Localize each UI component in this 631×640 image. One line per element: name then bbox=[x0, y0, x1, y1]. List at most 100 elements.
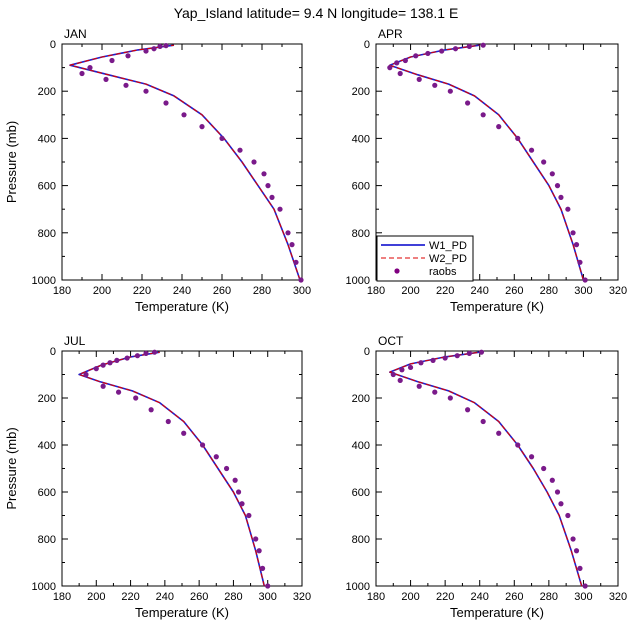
x-tick-label: 200 bbox=[93, 285, 111, 297]
raobs-point bbox=[447, 395, 453, 401]
raobs-point bbox=[107, 360, 113, 366]
raobs-point bbox=[237, 147, 243, 153]
raobs-point bbox=[480, 112, 486, 118]
raobs-point bbox=[478, 349, 485, 355]
x-tick-label: 240 bbox=[173, 285, 191, 297]
raobs-point bbox=[163, 43, 169, 49]
raobs-point bbox=[515, 135, 521, 141]
raobs-point bbox=[416, 383, 422, 389]
raobs-point bbox=[480, 42, 486, 48]
raobs-point bbox=[157, 43, 163, 49]
raobs-point bbox=[577, 565, 583, 571]
raobs-point bbox=[100, 383, 106, 389]
x-tick-label: 280 bbox=[540, 591, 558, 603]
y-tick-label: 1000 bbox=[346, 275, 370, 287]
raobs-point bbox=[143, 88, 149, 94]
raobs-point bbox=[430, 357, 436, 363]
x-tick-label: 200 bbox=[87, 591, 105, 603]
legend-entry-raobs: raobs bbox=[394, 266, 457, 278]
y-tick-label: 1000 bbox=[346, 581, 370, 593]
raobs-point bbox=[549, 477, 555, 483]
figure-title: Yap_Island latitude= 9.4 N longitude= 13… bbox=[174, 5, 459, 21]
raobs-point bbox=[115, 389, 122, 395]
raobs-point bbox=[397, 70, 403, 77]
x-tick-label: 320 bbox=[609, 285, 627, 297]
raobs-point bbox=[298, 277, 304, 283]
w2-pd-line bbox=[389, 351, 583, 587]
raobs-point bbox=[528, 147, 535, 153]
raobs-point bbox=[93, 366, 99, 372]
raobs-point bbox=[418, 360, 424, 366]
raobs-point bbox=[87, 65, 93, 71]
x-tick-label: 180 bbox=[367, 591, 385, 603]
x-axis-label: Temperature (K) bbox=[135, 299, 229, 314]
raobs-point bbox=[387, 65, 393, 71]
x-axis-label: Temperature (K) bbox=[135, 605, 229, 620]
raobs-point bbox=[251, 159, 257, 165]
raobs-point bbox=[219, 135, 225, 141]
y-tick-label: 0 bbox=[364, 39, 370, 51]
raobs-point bbox=[151, 349, 158, 355]
raobs-point bbox=[558, 194, 564, 200]
y-tick-label: 800 bbox=[38, 228, 56, 240]
x-tick-label: 280 bbox=[540, 285, 558, 297]
raobs-point bbox=[124, 355, 130, 361]
y-tick-label: 600 bbox=[38, 181, 56, 193]
raobs-point bbox=[256, 548, 262, 554]
y-tick-label: 1000 bbox=[32, 275, 56, 287]
raobs-point bbox=[402, 57, 408, 64]
x-tick-label: 180 bbox=[367, 285, 385, 297]
y-tick-label: 800 bbox=[352, 228, 370, 240]
raobs-point bbox=[199, 124, 205, 130]
y-axis-label: Pressure (mb) bbox=[4, 427, 19, 509]
raobs-point bbox=[582, 277, 588, 283]
raobs-point bbox=[452, 46, 459, 52]
raobs-point bbox=[123, 82, 129, 88]
y-tick-label: 400 bbox=[352, 133, 370, 145]
raobs-point bbox=[163, 100, 169, 106]
y-tick-label: 0 bbox=[50, 39, 56, 51]
x-tick-label: 260 bbox=[505, 591, 523, 603]
raobs-point bbox=[265, 183, 271, 189]
raobs-point bbox=[134, 353, 141, 359]
raobs-point bbox=[480, 418, 486, 425]
legend-marker bbox=[394, 268, 400, 274]
raobs-point bbox=[447, 88, 453, 94]
raobs-point bbox=[466, 43, 472, 49]
raobs-point bbox=[413, 53, 419, 59]
plot-frame bbox=[375, 350, 619, 587]
raobs-point bbox=[442, 355, 448, 361]
y-tick-label: 1000 bbox=[32, 581, 56, 593]
x-tick-label: 220 bbox=[133, 285, 151, 297]
y-tick-label: 400 bbox=[38, 133, 56, 145]
w1-pd-line bbox=[78, 351, 266, 587]
raobs-point bbox=[528, 454, 535, 460]
raobs-point bbox=[390, 371, 396, 378]
raobs-point bbox=[114, 357, 120, 363]
raobs-point bbox=[235, 489, 242, 495]
y-tick-label: 800 bbox=[38, 534, 56, 546]
y-tick-label: 200 bbox=[38, 86, 56, 98]
raobs-point bbox=[165, 418, 171, 425]
w2-pd-line bbox=[389, 44, 584, 281]
raobs-point bbox=[199, 442, 206, 448]
x-tick-label: 320 bbox=[609, 591, 627, 603]
raobs-point bbox=[496, 430, 502, 436]
x-tick-label: 300 bbox=[259, 591, 277, 603]
y-tick-label: 200 bbox=[352, 86, 370, 98]
raobs-point bbox=[125, 53, 131, 59]
raobs-point bbox=[151, 46, 157, 52]
raobs-series bbox=[387, 42, 588, 283]
legend-entry-w2_pd: W2_PD bbox=[381, 253, 467, 265]
x-tick-label: 200 bbox=[401, 591, 419, 603]
x-tick-label: 200 bbox=[401, 285, 419, 297]
raobs-point bbox=[465, 407, 471, 413]
x-tick-label: 180 bbox=[53, 591, 71, 603]
raobs-point bbox=[239, 501, 245, 507]
raobs-point bbox=[232, 477, 238, 483]
raobs-point bbox=[554, 489, 561, 495]
raobs-point bbox=[100, 362, 106, 368]
legend-label: W2_PD bbox=[429, 253, 467, 265]
raobs-point bbox=[133, 395, 139, 401]
